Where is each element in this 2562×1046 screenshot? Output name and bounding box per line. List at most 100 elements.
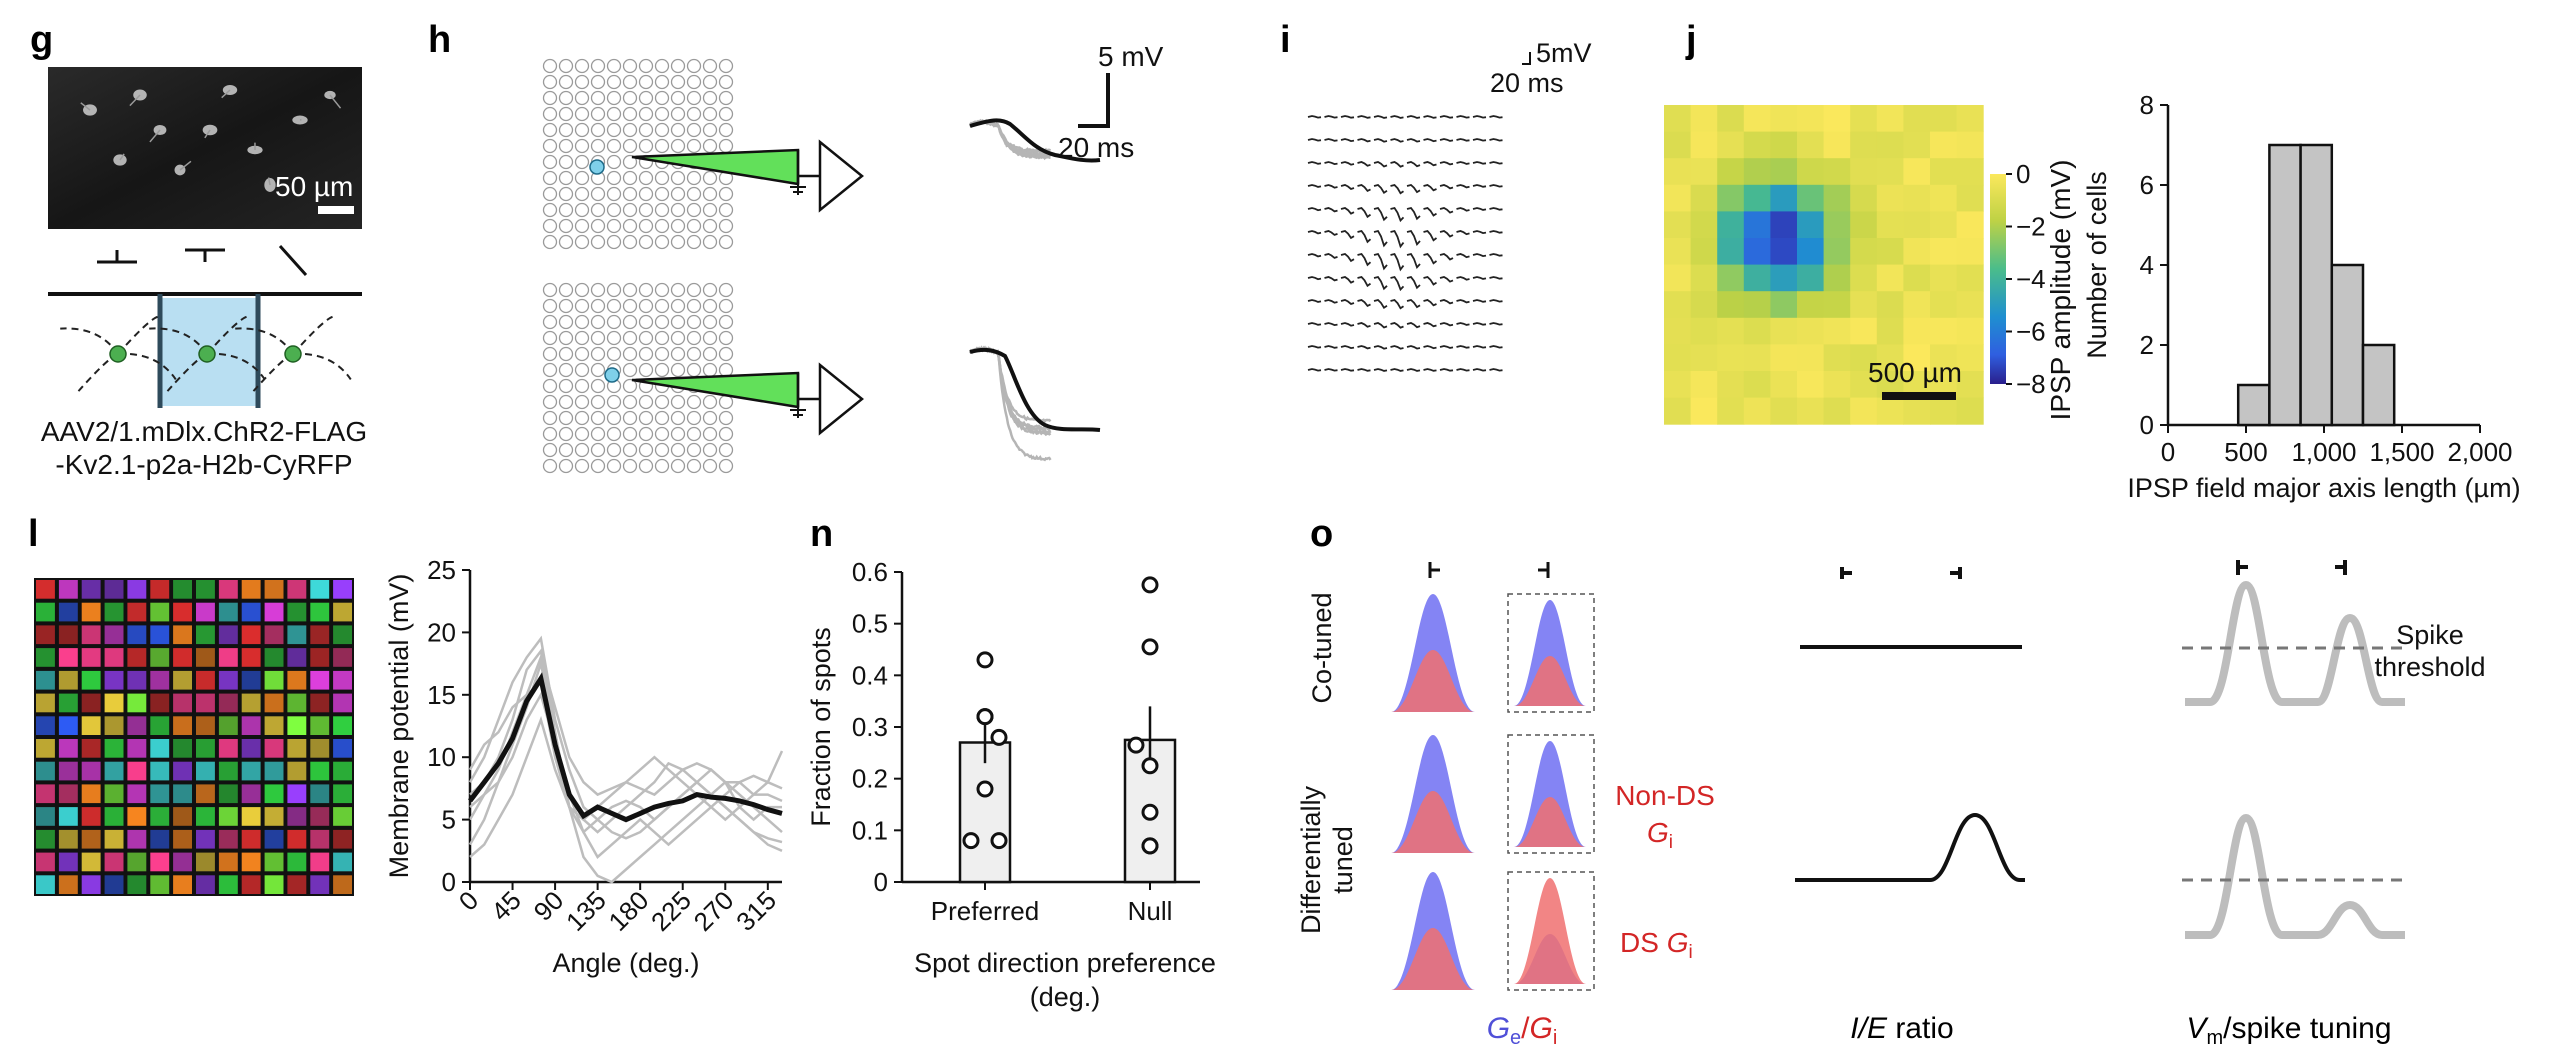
direction-tick bbox=[1538, 562, 1550, 578]
n-data-point bbox=[990, 832, 1008, 850]
grid-spot bbox=[574, 330, 590, 346]
grid-spot bbox=[718, 202, 734, 218]
trace-map-cell bbox=[1340, 299, 1355, 306]
grid-spot bbox=[558, 330, 574, 346]
grid-spot bbox=[718, 346, 734, 362]
grid-spot bbox=[558, 378, 574, 394]
mosaic-tile bbox=[196, 580, 215, 599]
trace-map-cell bbox=[1340, 345, 1355, 350]
heatmap-cell bbox=[1743, 211, 1771, 239]
trace-map-cell bbox=[1390, 161, 1404, 168]
mosaic-tile bbox=[287, 807, 307, 826]
heatmap-cell bbox=[1690, 291, 1718, 319]
grid-spot bbox=[718, 74, 734, 90]
mosaic-tile bbox=[333, 648, 352, 667]
heatmap-cell bbox=[1664, 158, 1692, 186]
m-ytick-label: 25 bbox=[427, 555, 456, 585]
mosaic-tile bbox=[333, 716, 352, 735]
grid-spot bbox=[574, 410, 590, 426]
footer-vm-spike: Vm/spike tuning bbox=[2186, 1012, 2391, 1046]
colorbar-ticks: 0 −2 −4 −6 −8 bbox=[2006, 159, 2046, 399]
grid-spot bbox=[622, 394, 638, 410]
grid-spot bbox=[702, 426, 718, 442]
trace-map-cell bbox=[1472, 115, 1487, 119]
grid-spot bbox=[590, 362, 606, 378]
trace-map-cell bbox=[1472, 253, 1487, 258]
trace-map-cell bbox=[1373, 115, 1388, 119]
m-cell-series bbox=[468, 679, 783, 852]
grid-spot bbox=[606, 58, 622, 74]
grid-spot bbox=[718, 90, 734, 106]
grid-spot bbox=[638, 106, 654, 122]
k-xtick-label: 1,000 bbox=[2291, 437, 2356, 467]
mosaic-tile bbox=[287, 580, 307, 599]
n-data-point bbox=[1141, 576, 1159, 594]
heatmap-cell bbox=[1823, 211, 1851, 239]
trace-map-cell bbox=[1307, 345, 1322, 349]
heatmap-cell bbox=[1690, 397, 1718, 425]
trace-map-cell bbox=[1324, 161, 1338, 166]
grid-spot bbox=[574, 90, 590, 106]
trace-map-cell bbox=[1423, 345, 1437, 350]
grid-spot bbox=[542, 138, 558, 154]
trace-map-cell bbox=[1307, 230, 1322, 235]
heatmap-cell bbox=[1850, 344, 1878, 372]
mosaic-tile bbox=[264, 784, 284, 804]
spike-threshold-2: threshold bbox=[2374, 652, 2485, 682]
grid-spot bbox=[542, 74, 558, 90]
heatmap-cell bbox=[1770, 158, 1798, 186]
trace-map-cell bbox=[1456, 276, 1470, 281]
panel-k: 0 2 4 6 8 0 500 1,000 1,500 2,000 IPSP field major… bbox=[2082, 90, 2521, 503]
grid-spot bbox=[622, 90, 638, 106]
ipsp-heatmap bbox=[1664, 105, 1984, 425]
mosaic-tile bbox=[150, 670, 170, 690]
trace-map-cell bbox=[1324, 345, 1338, 349]
grid-spot bbox=[590, 458, 606, 474]
grid-spot bbox=[558, 138, 574, 154]
trace-map-cell bbox=[1489, 161, 1503, 165]
mosaic-tile bbox=[36, 716, 55, 735]
grid-spot bbox=[686, 298, 702, 314]
heatmap-cell bbox=[1956, 371, 1984, 399]
grid-spot bbox=[574, 234, 590, 250]
heatmap-cell bbox=[1690, 238, 1718, 266]
trace-map-cell bbox=[1307, 368, 1322, 372]
trace-map-cell bbox=[1324, 276, 1338, 282]
trace-map-cell bbox=[1439, 276, 1454, 283]
grid-spot bbox=[702, 282, 718, 298]
mosaic-tile bbox=[287, 875, 307, 894]
mosaic-tile bbox=[310, 648, 330, 667]
grid-spot bbox=[638, 218, 654, 234]
gi-curve bbox=[1514, 797, 1586, 847]
grid-spot bbox=[670, 442, 686, 458]
grid-spot bbox=[686, 138, 702, 154]
k-xtick-label: 0 bbox=[2161, 437, 2175, 467]
trace-map-cell bbox=[1456, 345, 1470, 349]
mosaic-tile bbox=[310, 602, 330, 622]
grid-spot bbox=[590, 122, 606, 138]
trace-map-cell bbox=[1357, 252, 1372, 267]
mosaic-tile bbox=[104, 875, 124, 894]
micrograph-scale-bar bbox=[318, 206, 354, 214]
grid-spot bbox=[654, 138, 670, 154]
grid-spot bbox=[638, 74, 654, 90]
grid-spot bbox=[606, 426, 622, 442]
grid-spot bbox=[622, 186, 638, 202]
ipsp-traces-bottom bbox=[968, 345, 1101, 462]
heatmap-cell bbox=[1903, 211, 1931, 239]
grid-spot bbox=[686, 122, 702, 138]
j-scale-bar bbox=[1882, 392, 1956, 400]
trace-map-cell bbox=[1406, 229, 1421, 247]
mosaic-tile bbox=[58, 670, 78, 690]
trace-map-cell bbox=[1390, 115, 1404, 119]
grid-spot bbox=[654, 90, 670, 106]
heatmap-cell bbox=[1930, 211, 1958, 239]
mosaic-tile bbox=[333, 875, 352, 894]
grid-spot bbox=[542, 106, 558, 122]
grid-spot bbox=[558, 298, 574, 314]
mosaic-tile bbox=[310, 716, 330, 735]
grid-spot bbox=[670, 202, 686, 218]
h-scale-bar bbox=[1078, 73, 1110, 128]
grid-spot bbox=[702, 138, 718, 154]
mosaic-tile bbox=[218, 739, 238, 758]
